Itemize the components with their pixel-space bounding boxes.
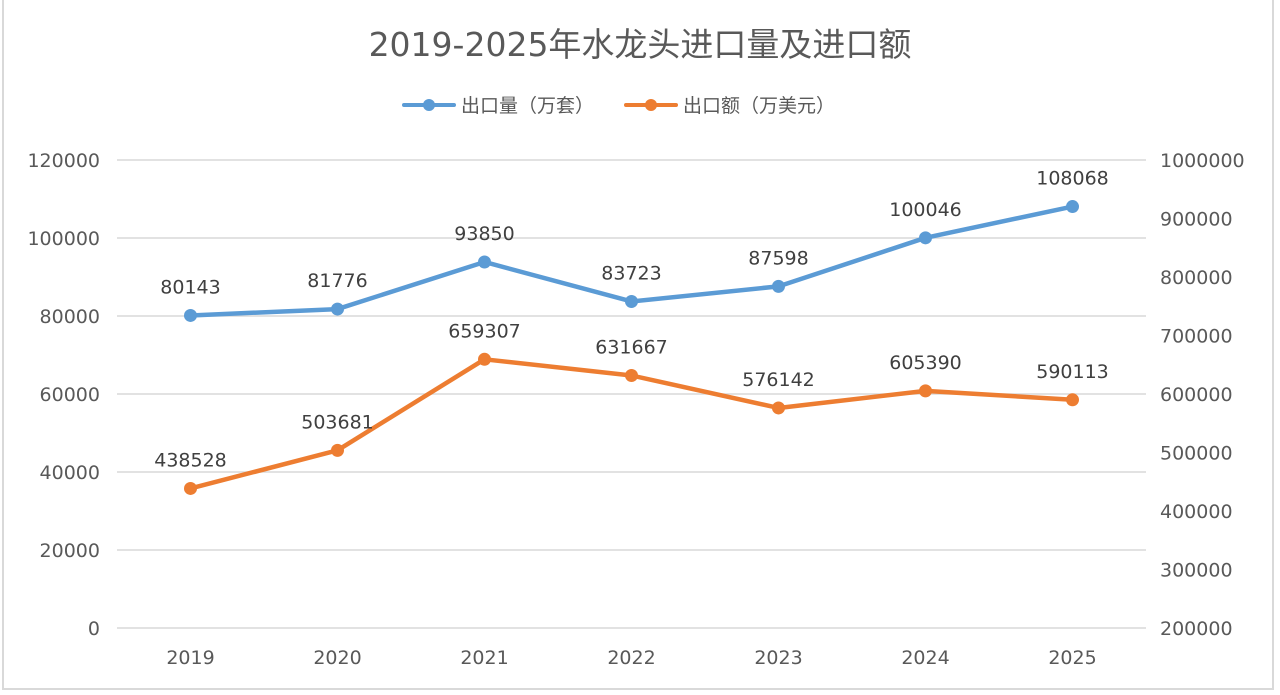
data-point-value[interactable]: [184, 481, 197, 495]
data-point-volume[interactable]: [625, 294, 638, 308]
data-label-volume: 81776: [307, 270, 367, 292]
data-label-volume: 93850: [454, 223, 514, 245]
right-axis-tick-label: 1000000: [1160, 150, 1245, 172]
x-axis-tick-label: 2023: [754, 647, 802, 669]
data-point-volume[interactable]: [331, 302, 344, 316]
data-label-value: 438528: [154, 449, 227, 471]
legend-label-volume: 出口量（万套）: [461, 95, 594, 117]
right-axis: 200000 300000 400000 500000 600000 700000 8000…: [1160, 150, 1245, 640]
data-point-volume[interactable]: [478, 255, 491, 269]
data-label-volume: 87598: [748, 247, 808, 269]
x-axis-tick-label: 2025: [1048, 647, 1096, 669]
x-axis: 2019 2020 2021 2022 2023 2024 2025: [166, 647, 1096, 669]
right-axis-tick-label: 200000: [1160, 618, 1233, 640]
x-axis-tick-label: 2019: [166, 647, 214, 669]
data-point-value[interactable]: [478, 352, 491, 366]
data-label-value: 576142: [742, 369, 815, 391]
data-label-value: 631667: [595, 336, 668, 358]
legend-marker-value: [645, 99, 657, 111]
right-axis-tick-label: 700000: [1160, 326, 1233, 348]
right-axis-tick-label: 300000: [1160, 560, 1233, 582]
data-point-volume[interactable]: [184, 308, 197, 322]
data-point-value[interactable]: [772, 401, 785, 415]
legend-label-value: 出口额（万美元）: [683, 95, 835, 117]
data-point-volume[interactable]: [772, 279, 785, 293]
left-axis-tick-label: 80000: [40, 306, 100, 328]
data-label-volume: 100046: [889, 199, 962, 221]
legend-marker-volume: [423, 99, 435, 111]
data-label-volume: 108068: [1036, 168, 1109, 190]
right-axis-tick-label: 400000: [1160, 501, 1233, 523]
data-label-value: 605390: [889, 352, 962, 374]
left-axis: 0 20000 40000 60000 80000 100000 120000: [27, 150, 100, 640]
series-layer: [184, 200, 1079, 495]
legend-item-volume[interactable]: 出口量（万套）: [402, 95, 594, 117]
chart-title: 2019-2025年水龙头进口量及进口额: [369, 25, 912, 64]
right-axis-tick-label: 600000: [1160, 384, 1233, 406]
left-axis-tick-label: 120000: [27, 150, 100, 172]
x-axis-tick-label: 2022: [607, 647, 655, 669]
data-label-volume: 83723: [601, 262, 661, 284]
right-axis-tick-label: 900000: [1160, 209, 1233, 231]
data-point-volume[interactable]: [919, 231, 932, 245]
legend: 出口量（万套） 出口额（万美元）: [402, 95, 835, 117]
data-point-value[interactable]: [331, 443, 344, 457]
data-label-value: 659307: [448, 320, 521, 342]
data-label-value: 503681: [301, 411, 374, 433]
data-label-volume: 80143: [160, 276, 220, 298]
data-point-value[interactable]: [1066, 393, 1079, 407]
left-axis-tick-label: 40000: [40, 462, 100, 484]
x-axis-tick-label: 2021: [460, 647, 508, 669]
data-point-value[interactable]: [919, 384, 932, 398]
left-axis-tick-label: 100000: [27, 228, 100, 250]
right-axis-tick-label: 800000: [1160, 267, 1233, 289]
left-axis-tick-label: 0: [88, 618, 100, 640]
data-labels: 80143 81776 93850 83723 87598 100046 108068 438…: [154, 168, 1109, 472]
left-axis-tick-label: 60000: [40, 384, 100, 406]
x-axis-tick-label: 2024: [901, 647, 949, 669]
left-axis-tick-label: 20000: [40, 540, 100, 562]
right-axis-tick-label: 500000: [1160, 443, 1233, 465]
data-label-value: 590113: [1036, 361, 1109, 383]
x-axis-tick-label: 2020: [313, 647, 361, 669]
legend-item-value[interactable]: 出口额（万美元）: [624, 95, 835, 117]
data-point-volume[interactable]: [1066, 200, 1079, 214]
data-point-value[interactable]: [625, 368, 638, 382]
